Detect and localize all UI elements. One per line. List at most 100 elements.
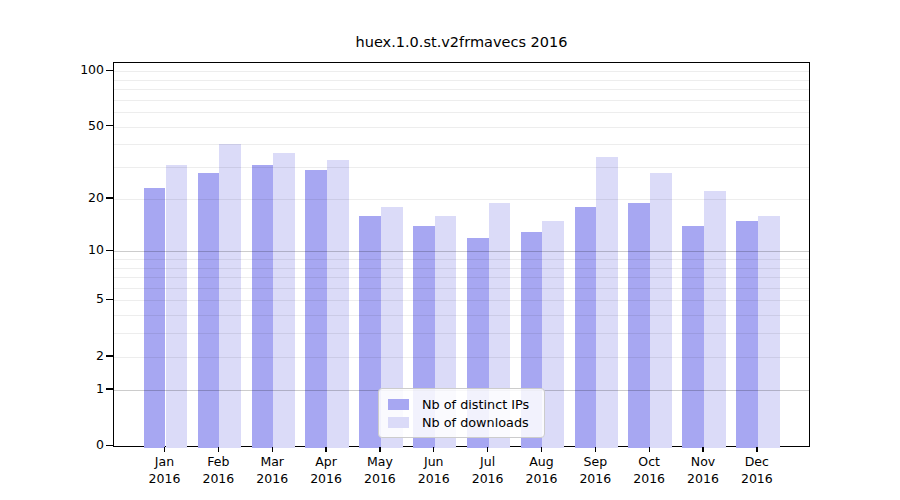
gridline-minor-4 [114, 315, 809, 316]
gridline-minor-6 [114, 288, 809, 289]
x-tick-jan [164, 447, 165, 452]
gridline-major-10 [114, 251, 809, 252]
year-label: 2016 [134, 470, 196, 487]
bar-distinct-ips-sep [575, 207, 597, 448]
gridline-minor-100 [114, 71, 809, 72]
year-label: 2016 [672, 470, 734, 487]
bar-downloads-apr [327, 160, 349, 448]
x-tick-jun [433, 447, 434, 452]
x-tick-apr [325, 447, 326, 452]
x-tick-jul [487, 447, 488, 452]
bar-distinct-ips-oct [628, 203, 650, 448]
month-label: Aug [510, 453, 572, 470]
bar-distinct-ips-jan [144, 188, 166, 448]
x-tick-label-jun: Jun2016 [403, 453, 465, 487]
bar-distinct-ips-feb [198, 173, 220, 448]
bar-distinct-ips-mar [252, 165, 274, 448]
month-label: Jun [403, 453, 465, 470]
year-label: 2016 [618, 470, 680, 487]
x-tick-dec [756, 447, 757, 452]
gridline-minor-40 [114, 144, 809, 145]
x-tick-label-apr: Apr2016 [295, 453, 357, 487]
y-tick-label-100: 100 [0, 62, 104, 78]
x-tick-label-may: May2016 [349, 453, 411, 487]
bar-downloads-oct [650, 173, 672, 448]
y-tick-5 [106, 299, 113, 300]
year-label: 2016 [349, 470, 411, 487]
month-label: Jan [134, 453, 196, 470]
y-tick-label-2: 2 [0, 348, 104, 364]
gridline-minor-30 [114, 167, 809, 168]
gridline-minor-3 [114, 333, 809, 334]
gridline-minor-90 [114, 80, 809, 81]
gridline-minor-8 [114, 268, 809, 269]
gridline-minor-2 [114, 357, 809, 358]
bar-downloads-sep [596, 157, 618, 448]
gridline-minor-60 [114, 112, 809, 113]
y-tick-10 [106, 250, 113, 251]
bar-downloads-feb [219, 144, 241, 448]
y-tick-label-5: 5 [0, 291, 104, 307]
year-label: 2016 [295, 470, 357, 487]
bar-distinct-ips-apr [305, 170, 327, 448]
y-tick-20 [106, 197, 113, 198]
bar-downloads-aug [542, 221, 564, 448]
x-tick-may [379, 447, 380, 452]
legend-item-distinct-ips: Nb of distinct IPs [388, 397, 535, 412]
legend-label-downloads: Nb of downloads [422, 415, 529, 430]
year-label: 2016 [187, 470, 249, 487]
gridline-minor-80 [114, 89, 809, 90]
month-label: Mar [241, 453, 303, 470]
y-tick-label-1: 1 [0, 381, 104, 397]
gridline-minor-5 [114, 300, 809, 301]
chart-title: huex.1.0.st.v2frmavecs 2016 [113, 34, 810, 50]
month-label: Apr [295, 453, 357, 470]
x-tick-label-oct: Oct2016 [618, 453, 680, 487]
x-tick-label-nov: Nov2016 [672, 453, 734, 487]
month-label: Oct [618, 453, 680, 470]
x-tick-feb [218, 447, 219, 452]
y-tick-50 [106, 125, 113, 126]
gridline-minor-20 [114, 199, 809, 200]
y-tick-2 [106, 355, 113, 356]
y-tick-label-20: 20 [0, 190, 104, 206]
y-tick-label-50: 50 [0, 118, 104, 134]
month-label: May [349, 453, 411, 470]
x-tick-aug [541, 447, 542, 452]
x-tick-label-sep: Sep2016 [564, 453, 626, 487]
gridline-minor-7 [114, 277, 809, 278]
y-tick-0 [106, 445, 113, 446]
month-label: Jul [457, 453, 519, 470]
x-tick-label-jan: Jan2016 [134, 453, 196, 487]
legend-label-distinct-ips: Nb of distinct IPs [422, 397, 529, 412]
x-tick-nov [702, 447, 703, 452]
legend-swatch-downloads [388, 417, 409, 428]
y-tick-label-0: 0 [0, 437, 104, 453]
year-label: 2016 [457, 470, 519, 487]
x-tick-mar [272, 447, 273, 452]
legend-item-downloads: Nb of downloads [388, 415, 535, 430]
legend: Nb of distinct IPs Nb of downloads [378, 388, 545, 438]
y-tick-label-10: 10 [0, 242, 104, 258]
bar-downloads-jan [166, 165, 188, 448]
y-tick-100 [106, 70, 113, 71]
bar-distinct-ips-dec [736, 221, 758, 448]
month-label: Sep [564, 453, 626, 470]
gridline-minor-70 [114, 100, 809, 101]
y-tick-1 [106, 388, 113, 389]
legend-swatch-distinct-ips [388, 399, 409, 410]
month-label: Dec [726, 453, 788, 470]
x-tick-sep [595, 447, 596, 452]
gridline-minor-50 [114, 127, 809, 128]
x-tick-label-jul: Jul2016 [457, 453, 519, 487]
year-label: 2016 [726, 470, 788, 487]
year-label: 2016 [403, 470, 465, 487]
month-label: Feb [187, 453, 249, 470]
year-label: 2016 [510, 470, 572, 487]
x-tick-label-aug: Aug2016 [510, 453, 572, 487]
download-stats-chart: huex.1.0.st.v2frmavecs 2016 Nb of distin… [0, 0, 900, 500]
year-label: 2016 [241, 470, 303, 487]
x-tick-label-feb: Feb2016 [187, 453, 249, 487]
bar-downloads-nov [704, 191, 726, 448]
year-label: 2016 [564, 470, 626, 487]
